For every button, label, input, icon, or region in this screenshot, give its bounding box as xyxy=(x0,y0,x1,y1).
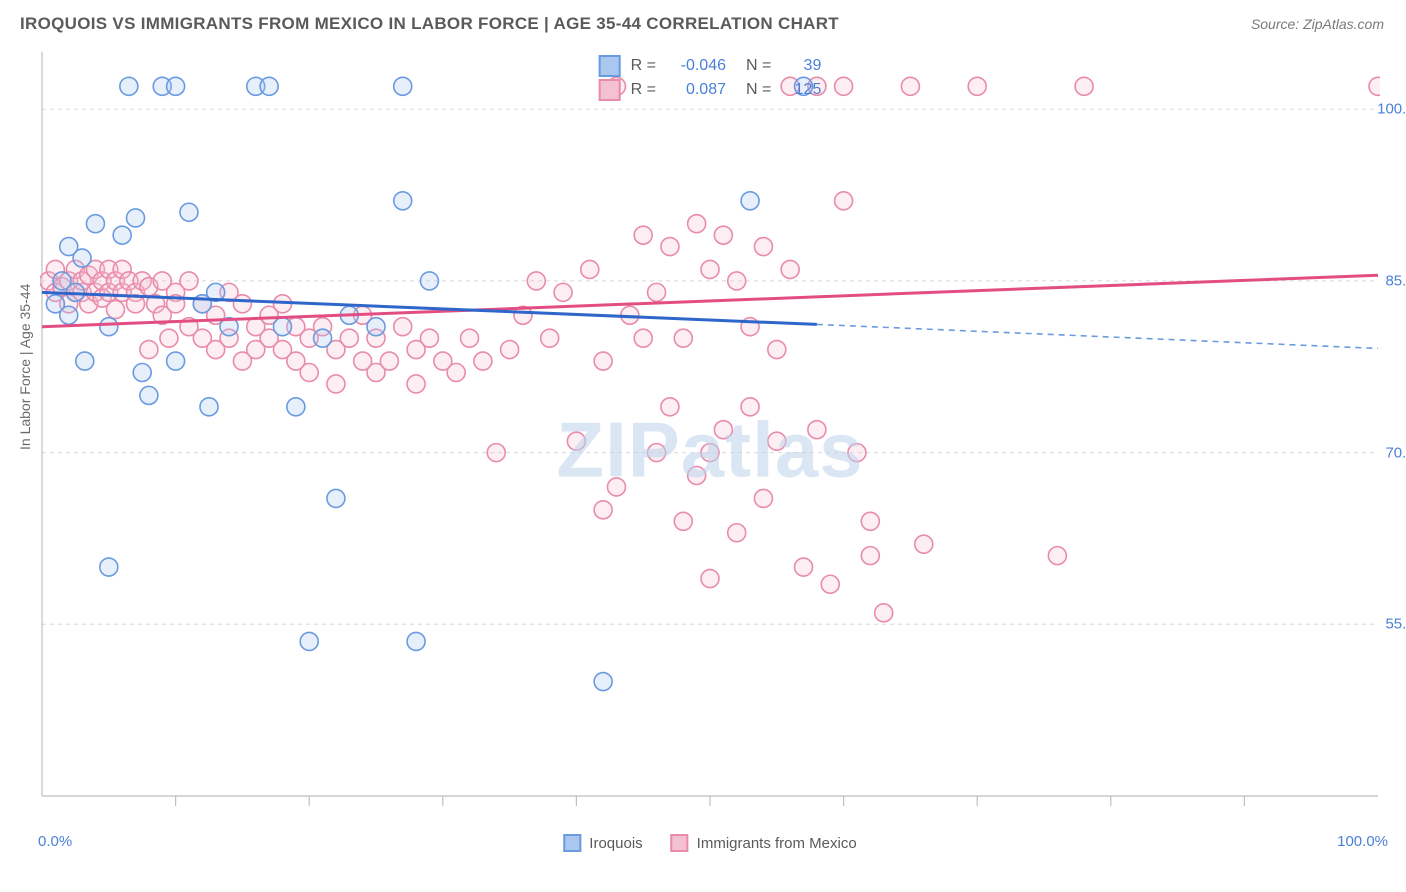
y-tick-label: 55.0% xyxy=(1385,616,1406,633)
corr-swatch-mexico xyxy=(599,79,621,101)
r-label: R = xyxy=(631,78,656,102)
r-value-iroquois: -0.046 xyxy=(666,54,726,78)
legend-item-mexico: Immigrants from Mexico xyxy=(671,834,857,852)
r-label: R = xyxy=(631,54,656,78)
legend-label-iroquois: Iroquois xyxy=(589,835,642,852)
x-axis-max-label: 100.0% xyxy=(1337,833,1388,850)
x-axis-min-label: 0.0% xyxy=(38,833,72,850)
y-tick-label: 85.0% xyxy=(1385,272,1406,289)
n-label: N = xyxy=(746,78,771,102)
chart-container: IROQUOIS VS IMMIGRANTS FROM MEXICO IN LA… xyxy=(0,0,1406,892)
n-label: N = xyxy=(746,54,771,78)
corr-row-iroquois: R = -0.046 N = 39 xyxy=(599,54,822,78)
source-label: Source: ZipAtlas.com xyxy=(1251,16,1384,32)
n-value-iroquois: 39 xyxy=(781,54,821,78)
swatch-iroquois xyxy=(563,834,581,852)
corr-row-mexico: R = 0.087 N = 125 xyxy=(599,78,822,102)
n-value-mexico: 125 xyxy=(781,78,821,102)
legend-label-mexico: Immigrants from Mexico xyxy=(697,835,857,852)
y-tick-label: 100.0% xyxy=(1377,101,1406,118)
legend-item-iroquois: Iroquois xyxy=(563,834,642,852)
correlation-legend-box: R = -0.046 N = 39 R = 0.087 N = 125 xyxy=(599,54,822,102)
chart-area: ZIPatlas In Labor Force | Age 35-44 55.0… xyxy=(40,50,1380,820)
chart-title: IROQUOIS VS IMMIGRANTS FROM MEXICO IN LA… xyxy=(20,14,839,34)
legend-bottom: Iroquois Immigrants from Mexico xyxy=(563,834,856,852)
corr-swatch-iroquois xyxy=(599,55,621,77)
r-value-mexico: 0.087 xyxy=(666,78,726,102)
y-axis-label: In Labor Force | Age 35-44 xyxy=(17,284,33,450)
y-tick-label: 70.0% xyxy=(1385,444,1406,461)
scatter-plot xyxy=(40,50,1380,820)
swatch-mexico xyxy=(671,834,689,852)
